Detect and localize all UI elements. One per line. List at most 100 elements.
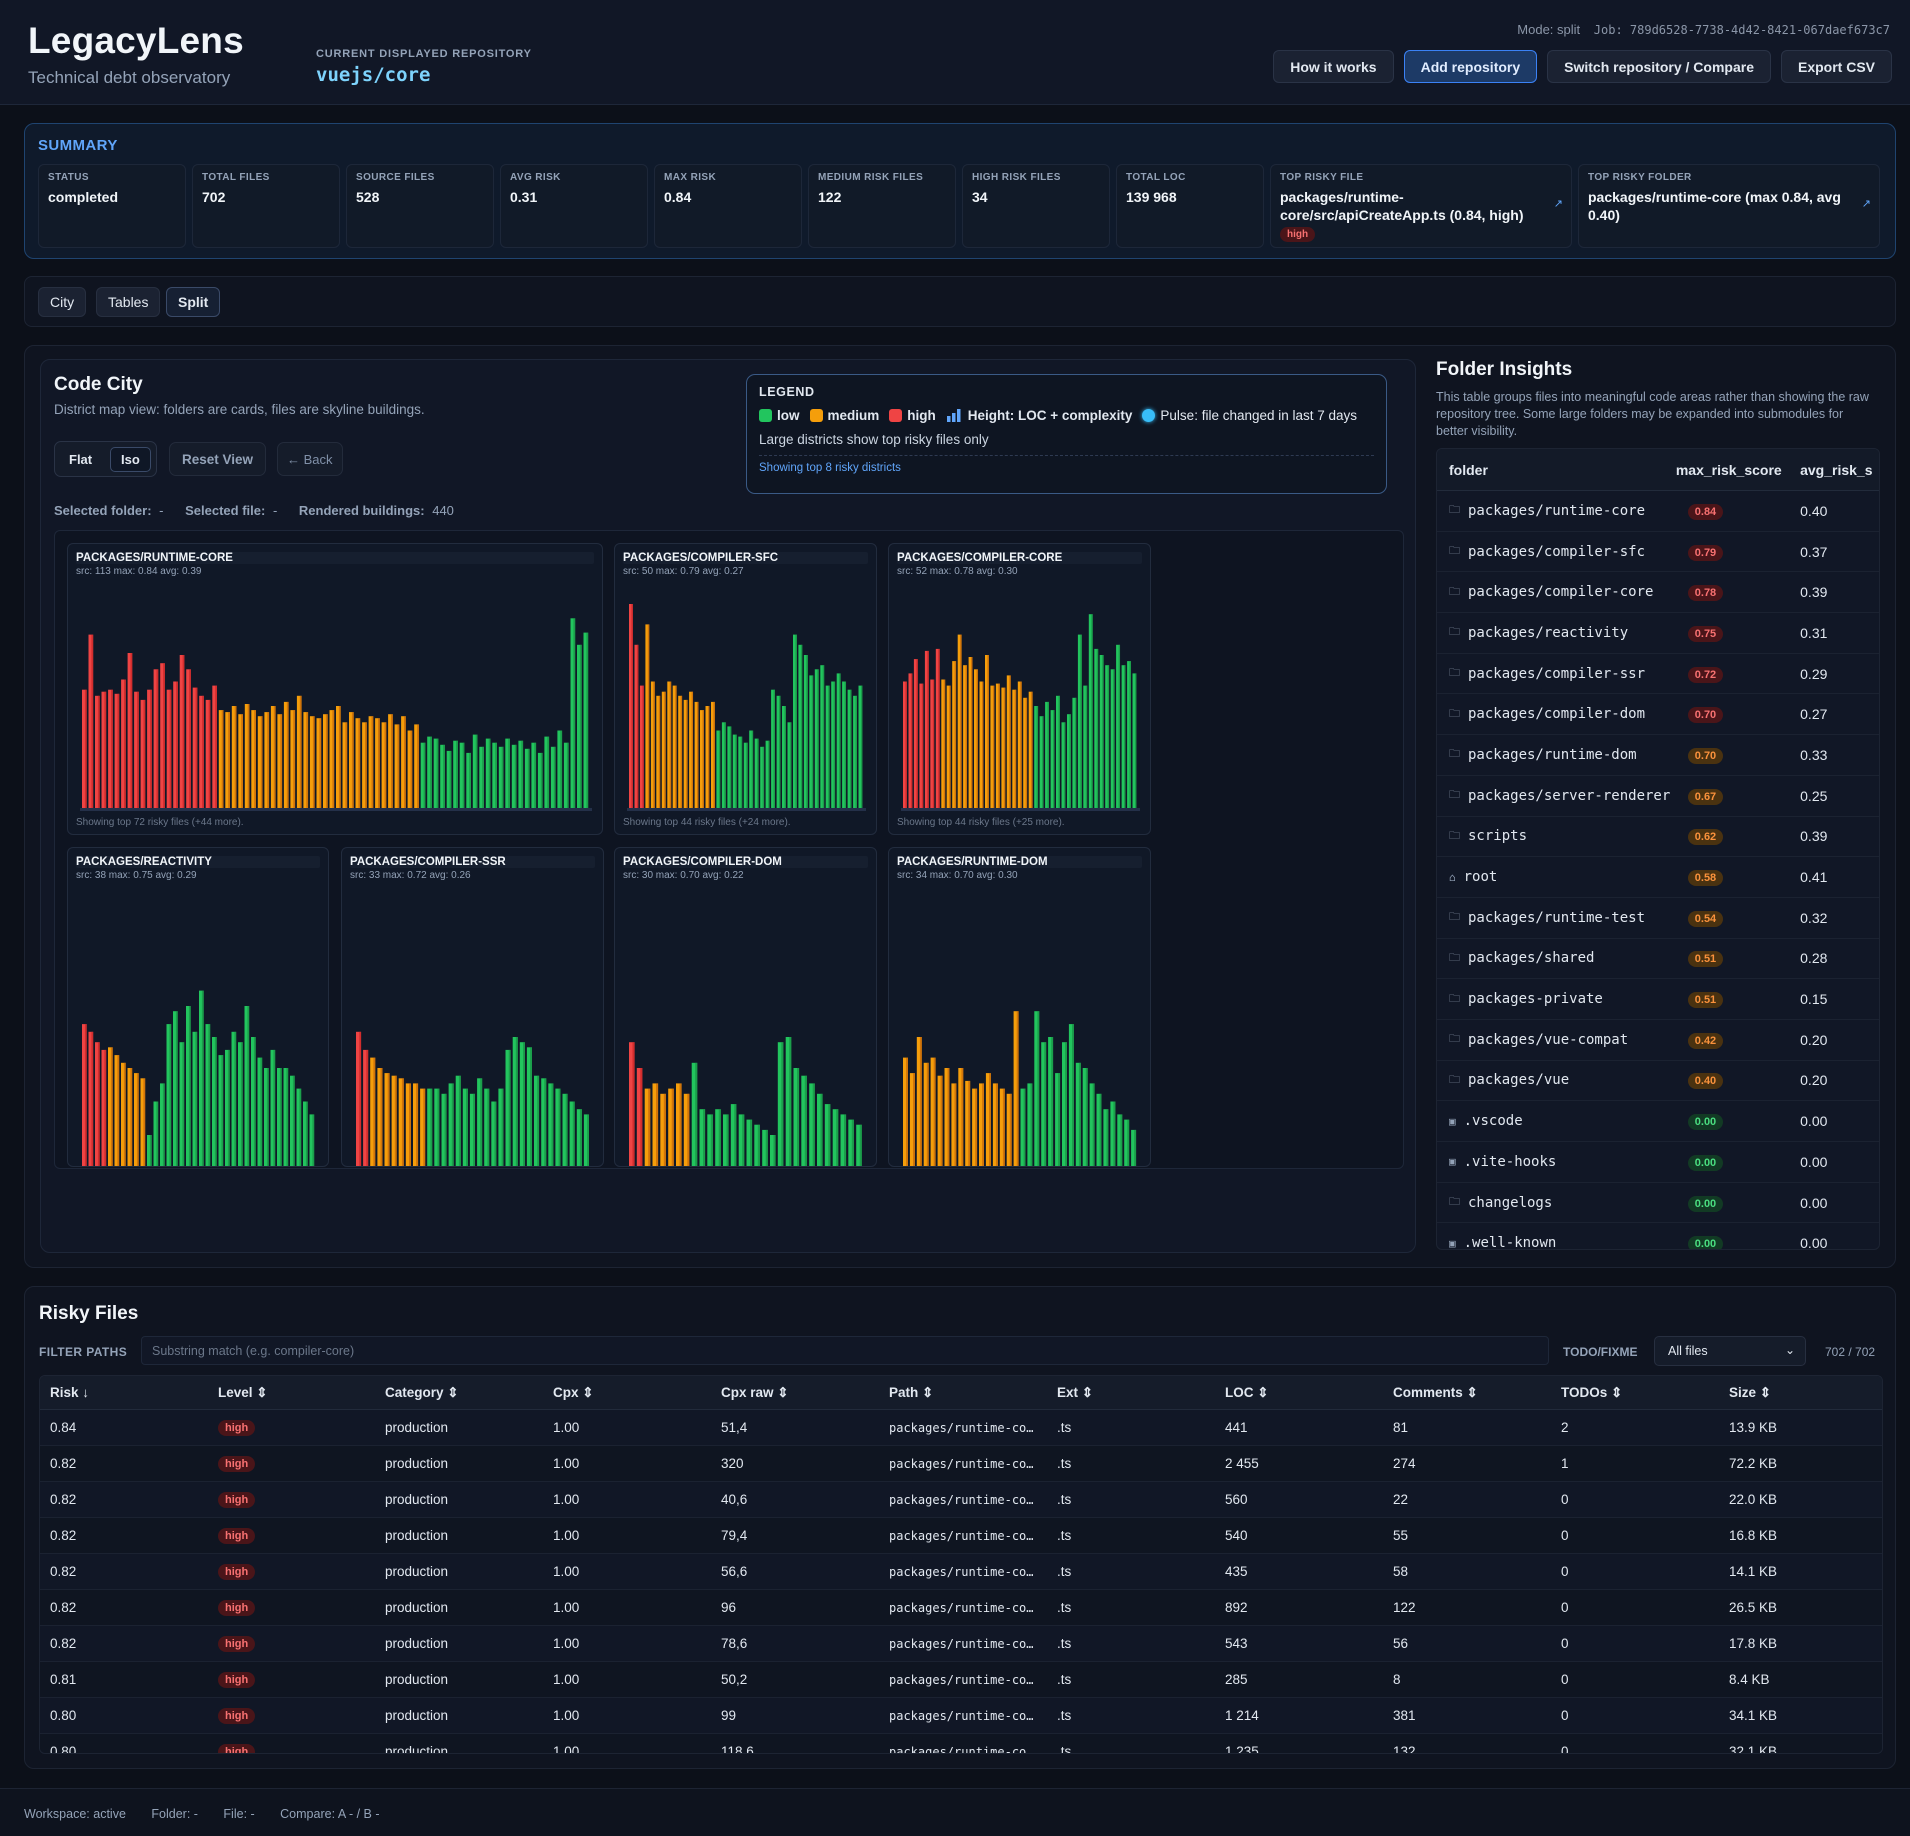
building[interactable] xyxy=(398,1078,404,1166)
building[interactable] xyxy=(472,734,478,808)
building[interactable] xyxy=(785,1037,792,1166)
folder-row[interactable]: ▣ .vscode 0.00 0.00 xyxy=(1437,1101,1879,1142)
building[interactable] xyxy=(440,744,445,808)
building[interactable] xyxy=(652,1083,659,1166)
building[interactable] xyxy=(1013,1011,1019,1166)
building[interactable] xyxy=(930,679,935,809)
district-card[interactable]: packages/runtime-dom src: 34 max: 0.70 a… xyxy=(888,847,1151,1167)
building[interactable] xyxy=(462,1088,468,1166)
building[interactable] xyxy=(1023,697,1028,808)
building[interactable] xyxy=(672,685,677,808)
building[interactable] xyxy=(384,1073,390,1166)
building[interactable] xyxy=(699,1109,706,1166)
building[interactable] xyxy=(776,695,781,808)
building[interactable] xyxy=(985,1073,991,1166)
building[interactable] xyxy=(913,659,918,808)
building[interactable] xyxy=(192,1031,198,1166)
building[interactable] xyxy=(1034,1011,1040,1166)
building[interactable] xyxy=(754,738,759,808)
building[interactable] xyxy=(1127,661,1131,808)
building[interactable] xyxy=(401,716,406,808)
table-row[interactable]: 0.82 high production 1.00 79,4 packages/runti… xyxy=(40,1518,1882,1554)
building[interactable] xyxy=(924,650,929,808)
building[interactable] xyxy=(992,1083,998,1166)
building[interactable] xyxy=(957,634,962,808)
building[interactable] xyxy=(251,1037,256,1166)
building[interactable] xyxy=(88,1031,94,1166)
building[interactable] xyxy=(381,722,387,808)
col-folder[interactable]: folder xyxy=(1449,461,1488,478)
building[interactable] xyxy=(683,699,688,808)
building[interactable] xyxy=(238,1042,243,1166)
top-districts-link[interactable]: Showing top 8 risky districts xyxy=(759,462,901,474)
building[interactable] xyxy=(251,710,256,808)
building[interactable] xyxy=(636,1068,643,1166)
building[interactable] xyxy=(770,1135,776,1166)
building[interactable] xyxy=(738,736,743,808)
building[interactable] xyxy=(1131,1129,1137,1166)
table-row[interactable]: 0.82 high production 1.00 56,6 packages/runti… xyxy=(40,1554,1882,1590)
building[interactable] xyxy=(550,746,556,808)
building[interactable] xyxy=(842,681,846,809)
building[interactable] xyxy=(848,1119,854,1166)
building[interactable] xyxy=(199,695,204,808)
building[interactable] xyxy=(557,730,563,809)
building[interactable] xyxy=(972,1088,978,1166)
building[interactable] xyxy=(466,752,471,808)
building[interactable] xyxy=(634,644,639,808)
building[interactable] xyxy=(238,714,243,808)
building[interactable] xyxy=(349,712,354,808)
building[interactable] xyxy=(825,685,830,808)
building[interactable] xyxy=(199,990,204,1166)
building[interactable] xyxy=(847,689,852,808)
building[interactable] xyxy=(937,1075,943,1166)
building[interactable] xyxy=(691,1062,698,1166)
building[interactable] xyxy=(469,1093,475,1166)
building[interactable] xyxy=(479,746,484,808)
building[interactable] xyxy=(160,663,165,808)
building[interactable] xyxy=(108,1047,113,1166)
building[interactable] xyxy=(82,689,87,808)
building[interactable] xyxy=(537,752,543,808)
building[interactable] xyxy=(283,1068,289,1166)
building[interactable] xyxy=(820,665,825,808)
building[interactable] xyxy=(108,689,113,808)
building[interactable] xyxy=(803,655,808,808)
building[interactable] xyxy=(1117,1114,1123,1166)
building[interactable] xyxy=(303,712,309,808)
building[interactable] xyxy=(705,706,710,808)
switch-repository-button[interactable]: Switch repository / Compare xyxy=(1547,50,1771,83)
building[interactable] xyxy=(363,1049,369,1166)
building[interactable] xyxy=(134,691,139,808)
building[interactable] xyxy=(212,685,217,808)
building[interactable] xyxy=(1077,634,1082,808)
folder-row[interactable]: 🗀 packages/compiler-ssr 0.72 0.29 xyxy=(1437,654,1879,695)
building[interactable] xyxy=(1039,716,1044,808)
col-max-risk[interactable]: max_risk_score xyxy=(1675,461,1782,478)
building[interactable] xyxy=(1132,673,1137,808)
building[interactable] xyxy=(218,710,224,808)
col-header[interactable]: Cpx raw ⇕ xyxy=(721,1384,789,1400)
building[interactable] xyxy=(576,1109,582,1166)
building[interactable] xyxy=(101,1049,107,1166)
building[interactable] xyxy=(296,695,302,808)
building[interactable] xyxy=(916,1037,922,1166)
building[interactable] xyxy=(121,679,126,809)
building[interactable] xyxy=(492,742,497,808)
building[interactable] xyxy=(1027,1083,1033,1166)
building[interactable] xyxy=(140,1078,146,1166)
folder-row[interactable]: 🗀 packages/compiler-dom 0.70 0.27 xyxy=(1437,694,1879,736)
building[interactable] xyxy=(1028,691,1033,808)
building[interactable] xyxy=(244,1006,250,1166)
folder-row[interactable]: 🗀 packages/shared 0.51 0.28 xyxy=(1437,939,1879,980)
building[interactable] xyxy=(777,1042,784,1166)
building[interactable] xyxy=(1006,675,1011,808)
building[interactable] xyxy=(524,748,530,808)
building[interactable] xyxy=(166,1024,172,1166)
building[interactable] xyxy=(903,1057,908,1166)
building[interactable] xyxy=(362,722,367,808)
building[interactable] xyxy=(484,1088,490,1166)
col-header[interactable]: TODOs ⇕ xyxy=(1561,1384,1623,1400)
building[interactable] xyxy=(1020,1088,1026,1166)
col-header[interactable]: Category ⇕ xyxy=(385,1384,459,1400)
